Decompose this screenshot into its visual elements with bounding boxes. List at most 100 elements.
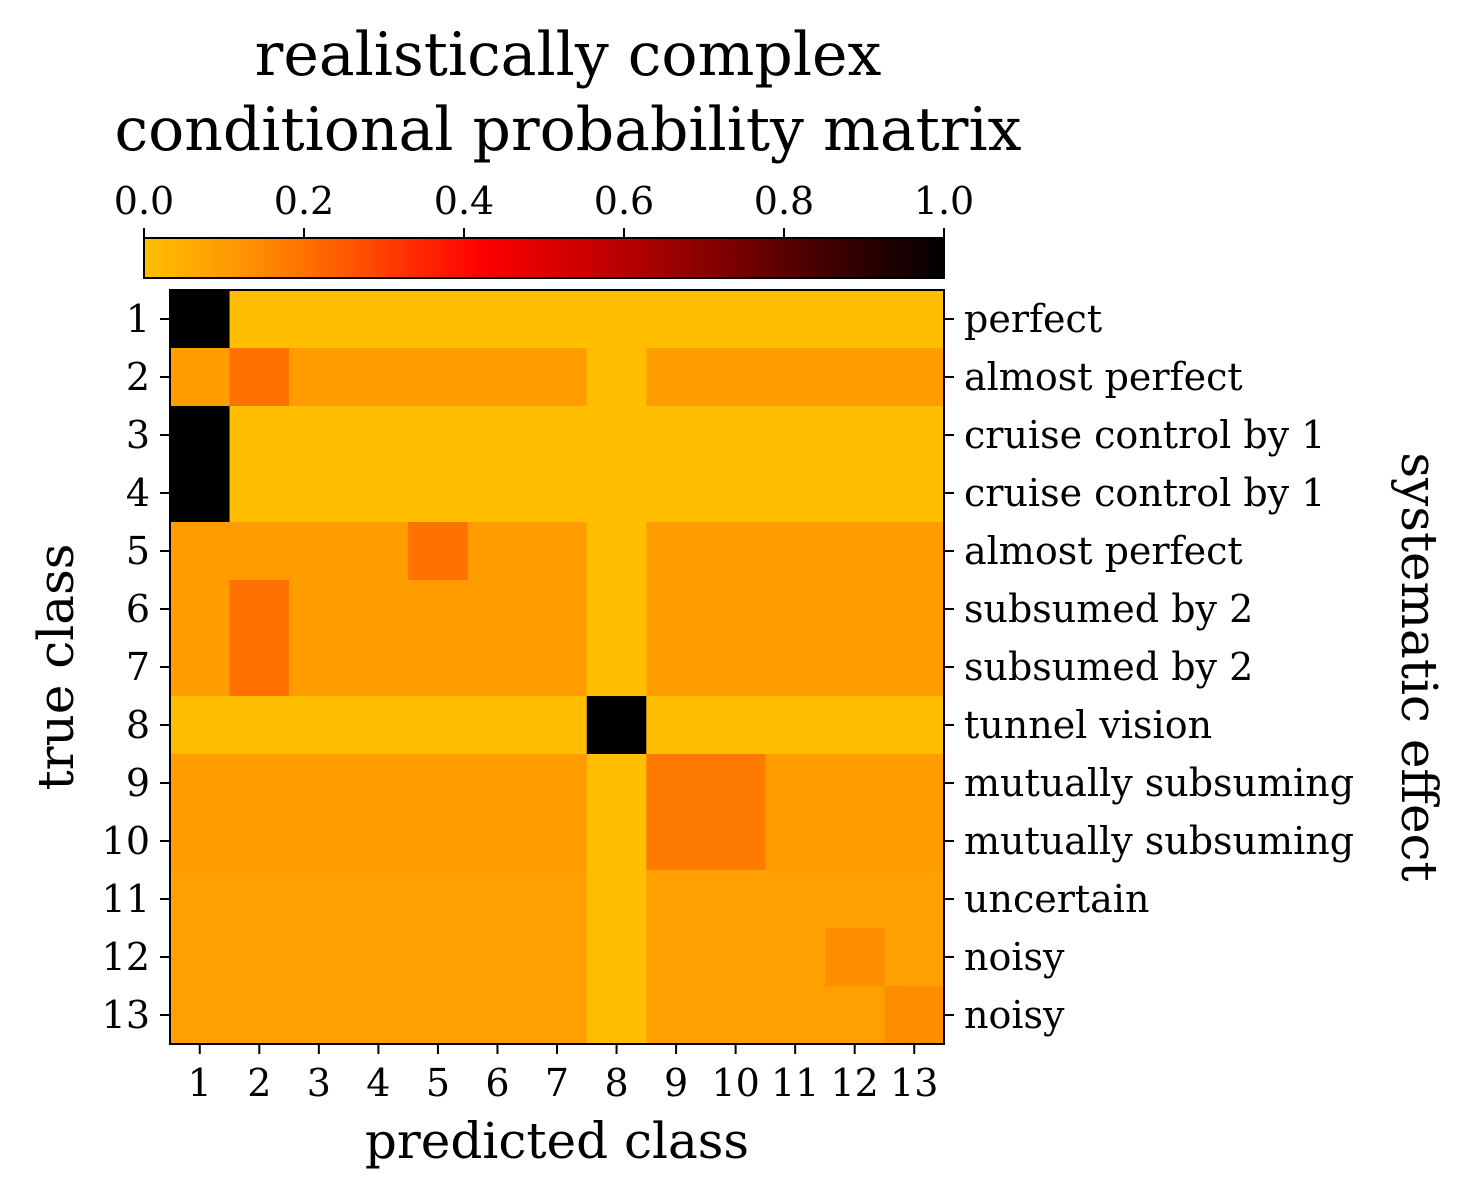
heatmap-cell (408, 696, 469, 755)
heatmap-cell (884, 464, 945, 523)
heatmap-cell (408, 464, 469, 523)
heatmap-cell (289, 522, 350, 581)
systematic-effect-label: uncertain (964, 877, 1149, 921)
heatmap-cell (467, 754, 528, 813)
heatmap-cell (765, 754, 826, 813)
heatmap-cell (229, 290, 290, 349)
heatmap-cell (824, 638, 886, 697)
heatmap-cell (467, 348, 528, 407)
heatmap-cell (348, 638, 409, 697)
heatmap-cell (467, 464, 528, 523)
heatmap-cell (646, 464, 707, 523)
chart-title-line-1: realistically complex (255, 20, 882, 90)
heatmap-cell (408, 986, 469, 1045)
heatmap-cell (289, 928, 350, 987)
heatmap-cell (705, 580, 766, 639)
heatmap-cell (467, 522, 528, 581)
heatmap-cell (527, 290, 588, 349)
heatmap-cell (646, 580, 707, 639)
heatmap-cell (408, 290, 469, 349)
y-axis-label: true class (27, 544, 85, 791)
heatmap-cell (289, 406, 350, 465)
heatmap-cell (705, 464, 766, 523)
heatmap-cell (467, 986, 528, 1045)
heatmap-cell (170, 928, 231, 987)
heatmap-cell (289, 870, 350, 929)
heatmap-cell (289, 812, 350, 871)
heatmap-cells (170, 290, 945, 1045)
heatmap-cell (348, 522, 409, 581)
heatmap-cell (824, 754, 886, 813)
heatmap-cell (527, 464, 588, 523)
heatmap-cell (765, 928, 826, 987)
heatmap-cell (348, 464, 409, 523)
heatmap-cell (348, 406, 409, 465)
heatmap-cell (824, 928, 886, 987)
y-tick-label: 3 (126, 413, 150, 457)
heatmap-cell (586, 290, 647, 349)
systematic-effect-label: almost perfect (964, 529, 1243, 573)
colorbar-tick-label: 0.2 (274, 179, 334, 223)
heatmap-cell (884, 406, 945, 465)
heatmap-cell (824, 522, 886, 581)
heatmap-cell (170, 638, 231, 697)
heatmap-cell (527, 870, 588, 929)
x-tick-label: 3 (307, 1061, 331, 1105)
heatmap-cell (348, 696, 409, 755)
heatmap-cell (348, 290, 409, 349)
heatmap-cell (646, 870, 707, 929)
heatmap-cell (586, 986, 647, 1045)
heatmap-cell (527, 406, 588, 465)
heatmap-cell (467, 638, 528, 697)
heatmap-cell (884, 754, 945, 813)
heatmap-cell (348, 580, 409, 639)
colorbar-tick-label: 1.0 (914, 179, 974, 223)
heatmap-cell (646, 986, 707, 1045)
heatmap-cell (170, 290, 231, 349)
heatmap-cell (646, 812, 707, 871)
y-tick-label: 13 (102, 993, 150, 1037)
y-tick-label: 10 (102, 819, 150, 863)
heatmap-cell (705, 406, 766, 465)
heatmap-cell (408, 754, 469, 813)
heatmap-cell (586, 638, 647, 697)
heatmap-cell (170, 406, 231, 465)
heatmap-cell (586, 464, 647, 523)
heatmap-cell (408, 348, 469, 407)
heatmap-cell (586, 522, 647, 581)
heatmap-cell (408, 870, 469, 929)
x-tick-label: 4 (366, 1061, 390, 1105)
heatmap-cell (289, 580, 350, 639)
heatmap-cell (646, 406, 707, 465)
systematic-effect-label: subsumed by 2 (964, 587, 1253, 631)
heatmap-cell (408, 812, 469, 871)
heatmap-cell (467, 406, 528, 465)
heatmap-cell (705, 290, 766, 349)
heatmap-cell (467, 928, 528, 987)
heatmap-cell (824, 580, 886, 639)
heatmap-cell (527, 928, 588, 987)
heatmap-cell (348, 928, 409, 987)
heatmap-cell (289, 986, 350, 1045)
systematic-effect-label: almost perfect (964, 355, 1243, 399)
heatmap-cell (765, 348, 826, 407)
y-tick-label: 4 (126, 471, 150, 515)
right-axis-label: systematic effect (1390, 452, 1448, 881)
heatmap-cell (289, 696, 350, 755)
heatmap-cell (884, 870, 945, 929)
x-tick-label: 12 (831, 1061, 879, 1105)
heatmap-cell (705, 986, 766, 1045)
heatmap-cell (229, 522, 290, 581)
heatmap-cell (586, 406, 647, 465)
heatmap-cell (289, 638, 350, 697)
heatmap-cell (467, 812, 528, 871)
x-tick-label: 5 (426, 1061, 450, 1105)
heatmap-cell (705, 812, 766, 871)
heatmap-cell (408, 580, 469, 639)
heatmap-cell (289, 290, 350, 349)
systematic-effect-label: tunnel vision (964, 703, 1212, 747)
heatmap-cell (646, 638, 707, 697)
heatmap-cell (467, 696, 528, 755)
heatmap-cell (229, 928, 290, 987)
heatmap-cell (824, 348, 886, 407)
